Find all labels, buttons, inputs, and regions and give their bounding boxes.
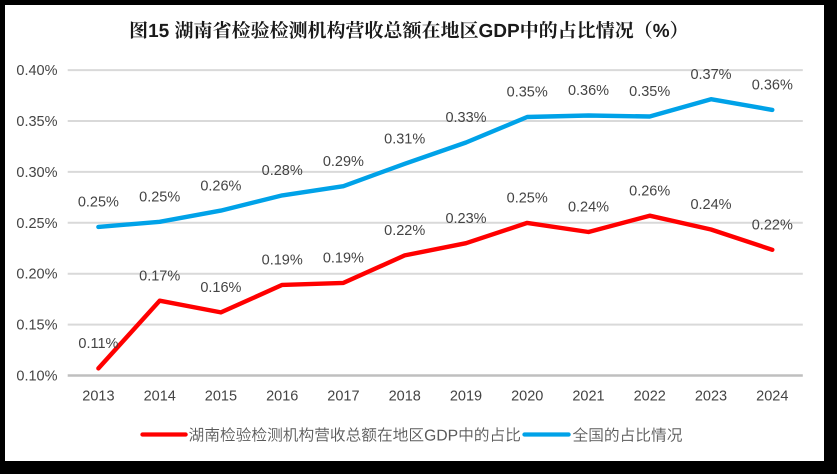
svg-text:2024: 2024 (756, 389, 788, 405)
svg-text:2014: 2014 (144, 389, 176, 405)
svg-text:0.26%: 0.26% (200, 178, 241, 194)
svg-text:2019: 2019 (450, 389, 482, 405)
svg-text:2013: 2013 (82, 389, 114, 405)
svg-text:0.35%: 0.35% (629, 84, 670, 100)
svg-text:0.16%: 0.16% (200, 280, 241, 296)
svg-text:0.26%: 0.26% (629, 183, 670, 199)
svg-text:2018: 2018 (389, 389, 421, 405)
svg-text:0.25%: 0.25% (139, 190, 180, 206)
svg-text:0.33%: 0.33% (445, 110, 486, 126)
svg-text:0.35%: 0.35% (16, 114, 57, 130)
svg-text:0.36%: 0.36% (752, 78, 793, 94)
svg-text:0.24%: 0.24% (568, 200, 609, 216)
svg-text:0.36%: 0.36% (568, 83, 609, 99)
svg-text:0.22%: 0.22% (752, 218, 793, 234)
svg-text:0.15%: 0.15% (16, 318, 57, 334)
svg-text:0.23%: 0.23% (445, 211, 486, 227)
svg-text:2020: 2020 (511, 389, 543, 405)
svg-text:0.40%: 0.40% (16, 63, 57, 79)
svg-text:0.31%: 0.31% (384, 132, 425, 148)
svg-text:0.25%: 0.25% (78, 195, 119, 211)
svg-text:0.28%: 0.28% (262, 163, 303, 179)
svg-text:2015: 2015 (205, 389, 237, 405)
svg-text:0.11%: 0.11% (78, 336, 118, 352)
svg-text:2021: 2021 (572, 389, 604, 405)
svg-text:0.22%: 0.22% (384, 223, 425, 239)
svg-text:2022: 2022 (634, 389, 666, 405)
svg-text:0.24%: 0.24% (690, 197, 731, 213)
svg-text:0.25%: 0.25% (507, 191, 548, 207)
svg-text:2017: 2017 (327, 389, 359, 405)
svg-text:0.19%: 0.19% (262, 253, 303, 269)
svg-text:0.30%: 0.30% (16, 165, 57, 181)
svg-text:0.25%: 0.25% (16, 216, 57, 232)
svg-text:2016: 2016 (266, 389, 298, 405)
svg-text:0.17%: 0.17% (139, 268, 180, 284)
svg-text:2023: 2023 (695, 389, 727, 405)
svg-text:0.29%: 0.29% (323, 154, 364, 170)
svg-text:0.35%: 0.35% (507, 85, 548, 101)
svg-text:0.10%: 0.10% (16, 369, 57, 385)
svg-text:0.20%: 0.20% (16, 267, 57, 283)
svg-text:0.37%: 0.37% (690, 67, 731, 83)
svg-text:0.19%: 0.19% (323, 251, 364, 267)
